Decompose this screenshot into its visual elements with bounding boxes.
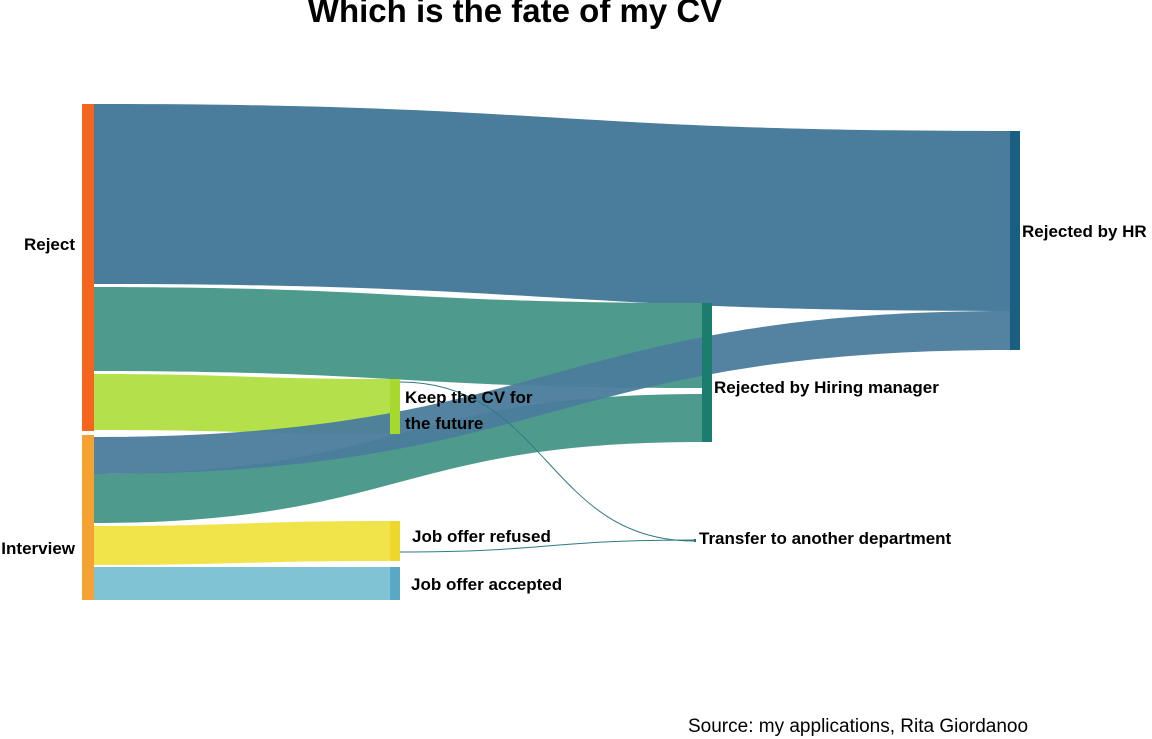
- label-interview: Interview: [1, 539, 75, 558]
- node-rejected-hiring-manager: [702, 303, 712, 442]
- node-transfer: [694, 539, 696, 542]
- link-reject-keep-cv: [94, 374, 390, 434]
- link-refused-transfer: [399, 539, 695, 553]
- label-keep-cv-line-1: Keep the CV for: [405, 388, 533, 407]
- link-interview-rejected-hr: [94, 311, 1010, 474]
- label-keep-cv-line-2: the future: [405, 414, 483, 433]
- node-job-offer-refused: [390, 521, 400, 561]
- link-keep-cv-transfer: [399, 381, 695, 542]
- link-reject-rejected-hr: [94, 104, 1010, 311]
- link-reject-hiring-manager: [94, 287, 702, 388]
- node-keep-cv: [390, 379, 400, 434]
- node-rejected-hr: [1010, 131, 1020, 350]
- label-transfer: Transfer to another department: [699, 529, 952, 548]
- link-interview-hiring-manager: [94, 394, 702, 523]
- label-reject: Reject: [24, 235, 75, 254]
- source-note: Source: my applications, Rita Giordanoo: [688, 716, 1029, 737]
- node-reject: [82, 104, 94, 431]
- label-rejected-hr: Rejected by HR: [1022, 222, 1147, 241]
- label-job-offer-refused: Job offer refused: [412, 527, 551, 546]
- chart-title: Which is the fate of my CV: [307, 0, 723, 29]
- label-rejected-hiring-manager: Rejected by Hiring manager: [714, 378, 939, 397]
- sankey-nodes: [82, 104, 1020, 600]
- link-interview-refused: [94, 521, 390, 565]
- node-interview: [82, 435, 94, 600]
- sankey-labels: Reject Interview Keep the CV for the future…: [1, 222, 1146, 594]
- link-interview-accepted: [94, 567, 390, 600]
- label-job-offer-accepted: Job offer accepted: [411, 575, 562, 594]
- node-job-offer-accepted: [390, 567, 400, 600]
- sankey-links: [94, 104, 1010, 600]
